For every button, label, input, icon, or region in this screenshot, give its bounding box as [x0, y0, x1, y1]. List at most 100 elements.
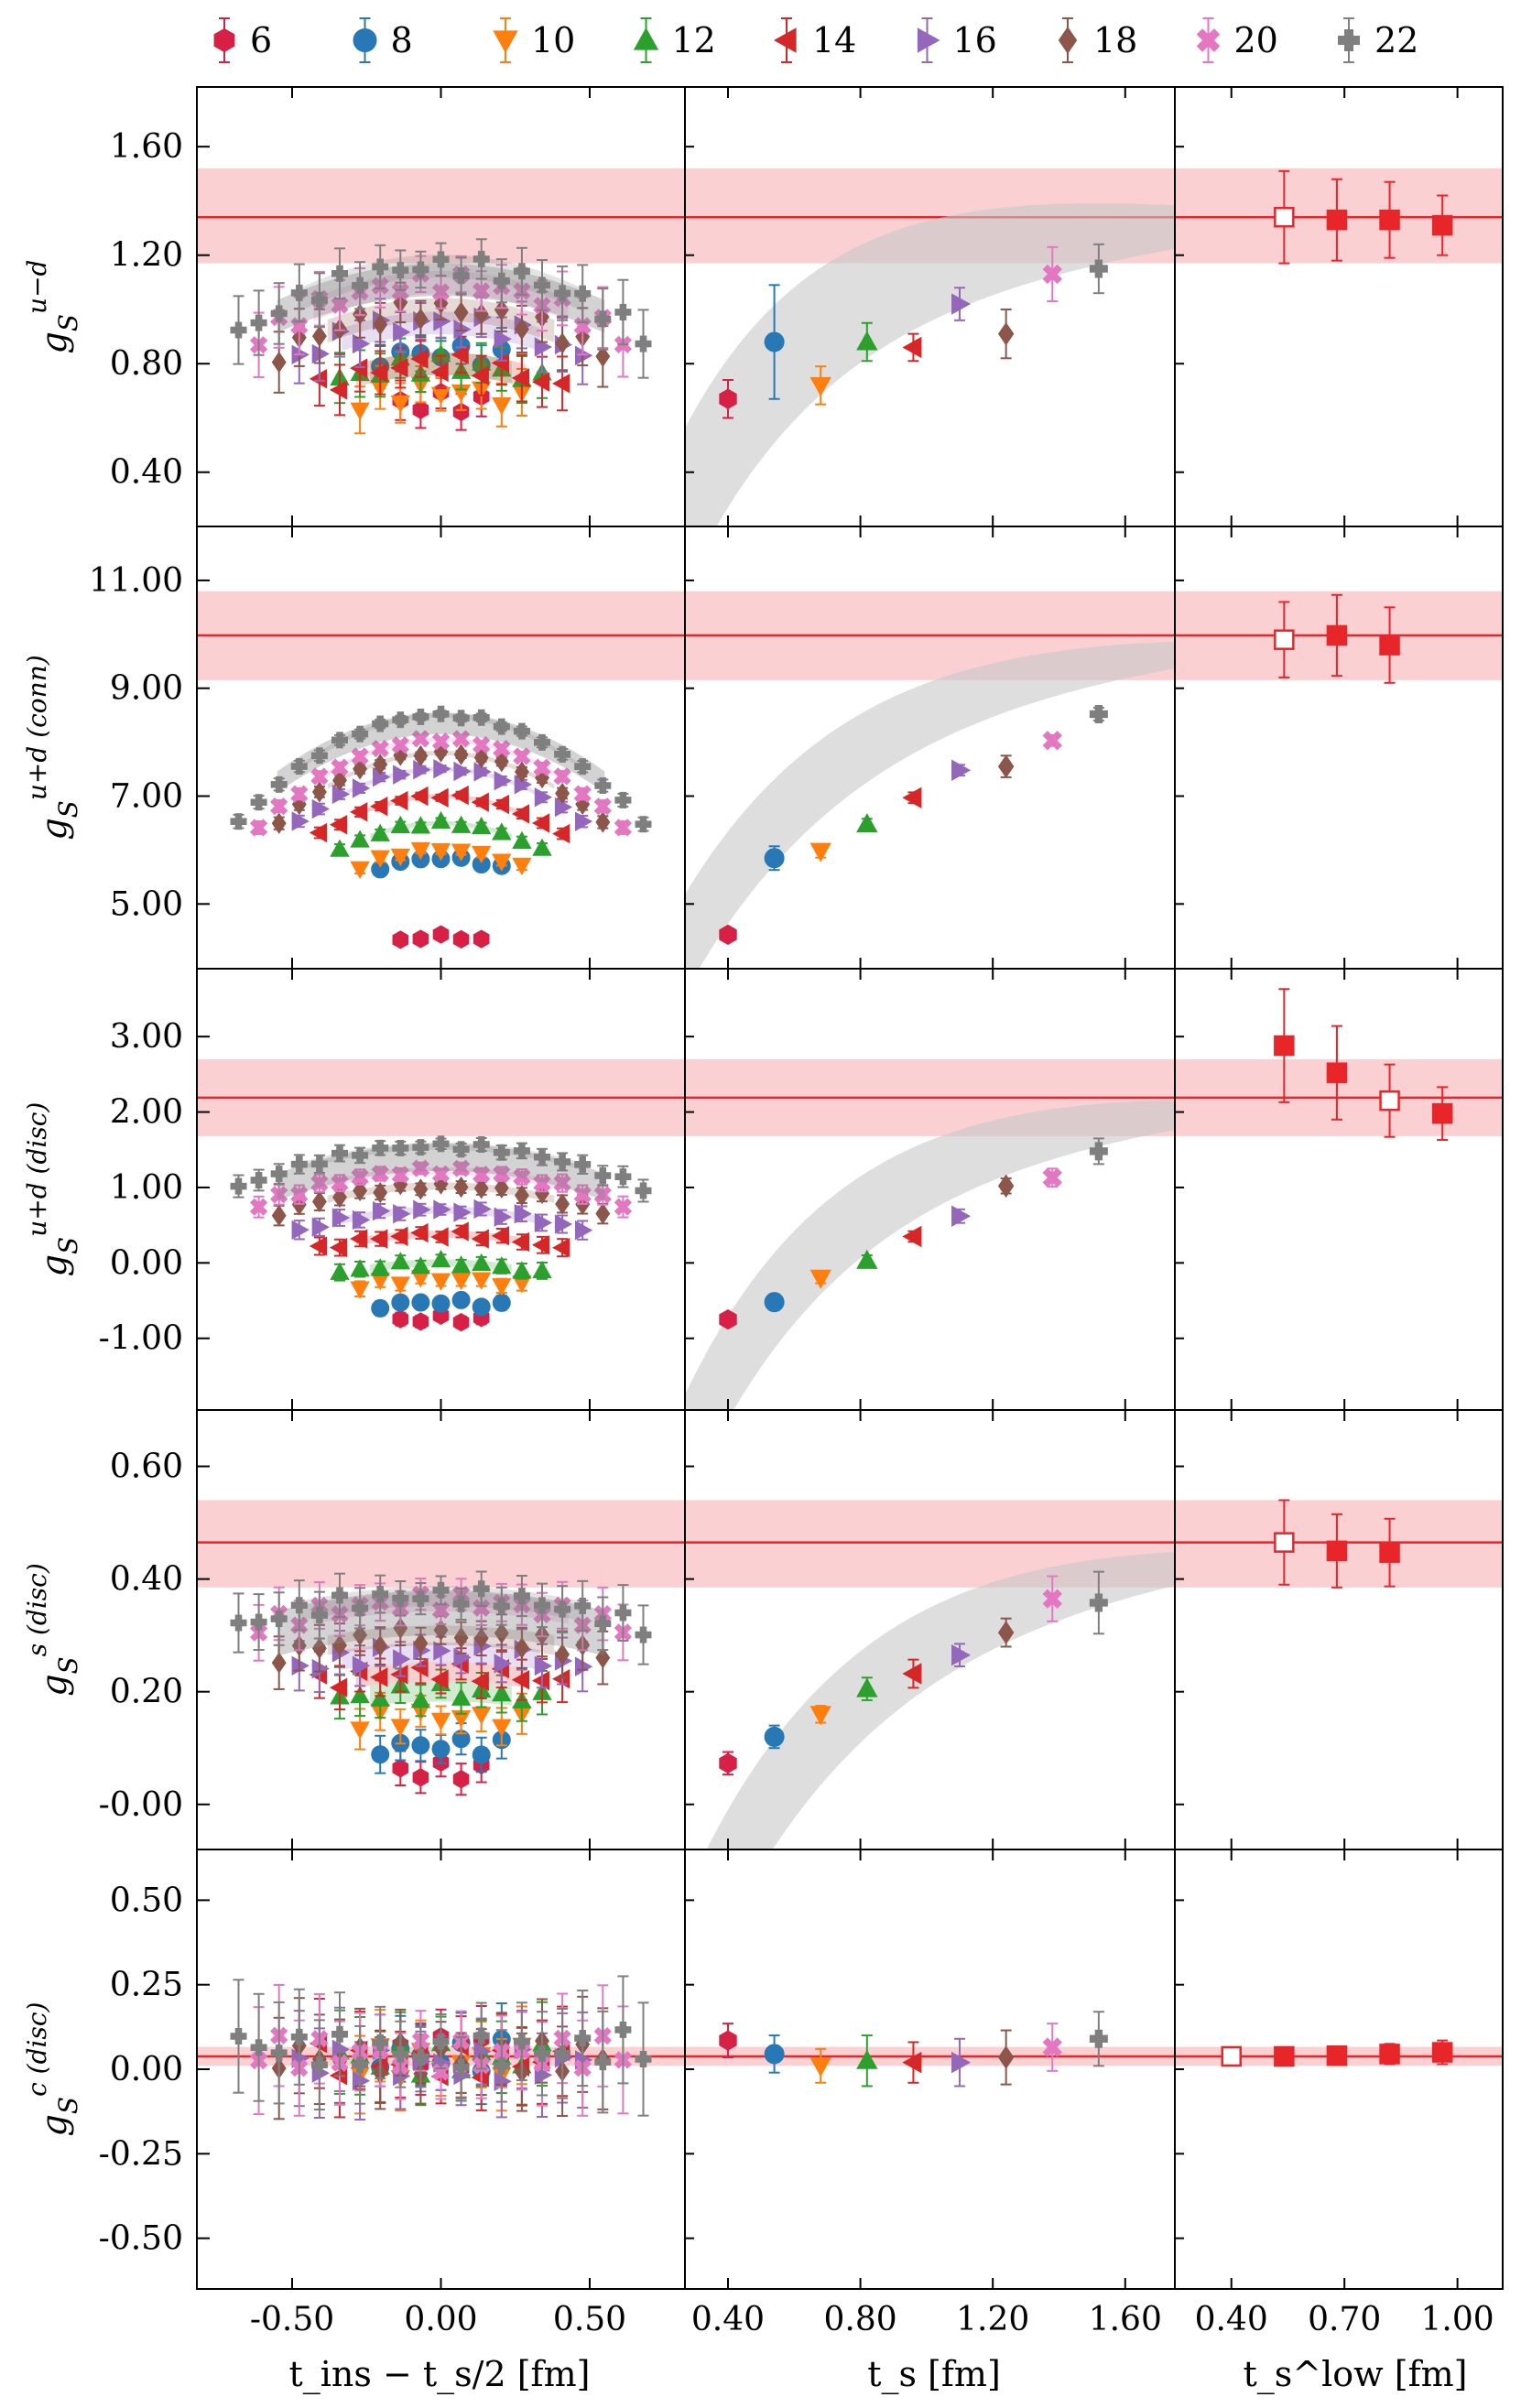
- ts-marker: [719, 1308, 737, 1330]
- plateau-fit-band-22: [299, 712, 583, 770]
- ts-marker: [951, 293, 972, 315]
- plateau-point: [370, 796, 388, 817]
- ts-point-6: [719, 1751, 737, 1776]
- legend-label-16: 16: [953, 20, 997, 60]
- plateau-point: [494, 750, 509, 773]
- plateau-point: [534, 1148, 550, 1166]
- tlow-marker: [1326, 624, 1348, 646]
- plateau-point: [309, 822, 328, 843]
- plateau-point: [250, 794, 267, 811]
- y-axis-label-row-1: gSu−d: [22, 260, 83, 354]
- plateau-point: [372, 1586, 389, 1603]
- plateau-point: [555, 1643, 570, 1665]
- plateau-point: [575, 811, 593, 831]
- ts-point-8: [764, 845, 785, 872]
- plateau-point: [390, 848, 410, 867]
- plateau-point: [534, 733, 550, 751]
- plateau-point: [512, 857, 532, 876]
- plateau-point: [453, 1202, 472, 1222]
- plateau-point: [392, 2045, 409, 2063]
- ts-marker: [902, 786, 922, 808]
- plateau-point: [271, 1204, 287, 1227]
- plateau-series-16: [291, 758, 593, 831]
- tlow-marker: [1221, 2045, 1242, 2067]
- legend-label-22: 22: [1374, 20, 1418, 60]
- plateau-point: [430, 843, 451, 862]
- plateau-point: [614, 2021, 632, 2038]
- plateau-point: [411, 730, 430, 748]
- plateau-point: [492, 1278, 512, 1296]
- ts-point-12: [856, 1676, 878, 1701]
- plateau-point: [390, 1276, 410, 1295]
- tlow-point-4: [1379, 2043, 1400, 2066]
- plateau-point: [352, 333, 371, 354]
- y-tick-label: 0.20: [110, 1674, 183, 1711]
- plateau-point: [391, 736, 409, 754]
- y-label-sub: S: [53, 800, 83, 818]
- tlow-point-1: [1274, 988, 1295, 1103]
- plateau-point: [452, 929, 470, 949]
- plateau-point: [430, 787, 449, 808]
- plateau-point: [453, 743, 469, 765]
- plateau-point: [372, 1139, 389, 1156]
- plateau-point: [350, 1259, 370, 1277]
- plateau-point: [373, 1181, 388, 1204]
- ts-point-22: [1089, 1137, 1108, 1166]
- plateau-point: [271, 812, 287, 834]
- plateau-point: [574, 1597, 592, 1614]
- ts-point-10: [809, 1269, 831, 1289]
- panel-frame-row4-col3: [1174, 1409, 1504, 1850]
- plateau-point: [491, 794, 509, 815]
- plateau-point: [430, 362, 449, 383]
- x-ticks-row-4: [291, 1410, 1459, 1849]
- tlow-marker: [1431, 1102, 1453, 1124]
- plateau-point: [552, 374, 570, 394]
- ts-point-12: [856, 2034, 878, 2088]
- plateau-point: [635, 2051, 652, 2068]
- legend-item-12: 12: [633, 17, 716, 63]
- plateau-point: [473, 1177, 489, 1199]
- plateau-point: [310, 1155, 328, 1173]
- plateau-point: [352, 2056, 369, 2074]
- ts-marker: [764, 2044, 785, 2065]
- ts-marker: [719, 1752, 737, 1773]
- tlow-point-3: [1326, 2045, 1348, 2066]
- plateau-point: [472, 1272, 492, 1290]
- y-tick-label: 5.00: [110, 885, 183, 923]
- plateau-point: [391, 1166, 409, 1184]
- legend-marker-6: [213, 27, 235, 53]
- tlow-marker: [1274, 1035, 1295, 1057]
- plateau-point: [430, 810, 451, 830]
- plateau-point: [614, 1604, 632, 1622]
- y-label-main: g: [34, 1674, 74, 1696]
- plateau-point: [493, 1165, 511, 1183]
- plateau-point: [331, 1587, 348, 1604]
- plateau-point: [552, 823, 570, 844]
- ts-point-14: [902, 2041, 922, 2084]
- plateau-point: [473, 1627, 489, 1650]
- tlow-marker: [1379, 1090, 1400, 1112]
- plateau-point: [412, 1590, 429, 1608]
- plateau-series-14: [309, 1221, 570, 1258]
- plateau-point: [430, 1669, 449, 1689]
- plateau-point: [410, 1256, 431, 1275]
- plateau-point: [473, 282, 491, 300]
- plateau-point: [472, 1253, 492, 1272]
- plateau-point: [451, 1290, 471, 1309]
- plateau-point: [413, 1199, 431, 1220]
- plateau-point: [270, 1611, 288, 1628]
- plateau-point: [492, 1719, 512, 1737]
- plateau-point: [412, 708, 429, 725]
- plateau-point: [452, 1595, 470, 1612]
- plateau-point: [391, 282, 409, 300]
- plateau-point: [594, 1167, 612, 1185]
- plateau-point: [373, 313, 388, 336]
- plateau-point: [534, 1597, 550, 1614]
- ts-point-18: [997, 308, 1015, 360]
- ts-marker: [764, 1726, 785, 1747]
- tlow-point-2: [1274, 2045, 1295, 2067]
- ts-point-22: [1089, 1570, 1108, 1635]
- plateau-point: [413, 1178, 429, 1200]
- plateau-gray-fit-band: [277, 712, 605, 793]
